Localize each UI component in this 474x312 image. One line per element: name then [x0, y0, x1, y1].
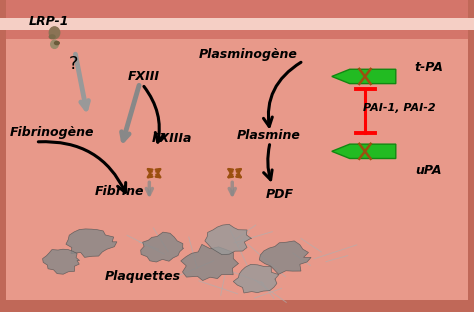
FancyBboxPatch shape	[0, 300, 474, 312]
Text: LRP-1: LRP-1	[28, 15, 69, 28]
Text: t-PA: t-PA	[415, 61, 444, 74]
FancyBboxPatch shape	[0, 0, 474, 39]
Polygon shape	[205, 224, 252, 255]
Polygon shape	[259, 241, 311, 274]
Text: FXIIIa: FXIIIa	[152, 132, 192, 145]
Polygon shape	[332, 69, 396, 84]
Text: PAI-1, PAI-2: PAI-1, PAI-2	[363, 103, 435, 113]
Text: PDF: PDF	[265, 188, 293, 202]
Ellipse shape	[49, 27, 60, 39]
Text: ?: ?	[69, 55, 78, 73]
Text: Plasmine: Plasmine	[237, 129, 301, 142]
Text: FXIII: FXIII	[128, 70, 160, 83]
FancyBboxPatch shape	[0, 18, 474, 30]
Text: Plasminogène: Plasminogène	[199, 48, 298, 61]
Polygon shape	[233, 264, 279, 293]
Polygon shape	[141, 232, 184, 262]
Polygon shape	[66, 229, 117, 257]
Text: Plaquettes: Plaquettes	[104, 270, 181, 283]
Text: uPA: uPA	[415, 163, 441, 177]
Ellipse shape	[51, 40, 58, 48]
Circle shape	[49, 35, 55, 39]
Circle shape	[55, 41, 59, 45]
Text: Fibrinogène: Fibrinogène	[9, 126, 94, 139]
FancyBboxPatch shape	[468, 0, 474, 312]
FancyBboxPatch shape	[0, 0, 6, 312]
Polygon shape	[43, 249, 80, 274]
Polygon shape	[181, 244, 238, 280]
Text: Fibrine: Fibrine	[95, 185, 144, 198]
Polygon shape	[332, 144, 396, 158]
